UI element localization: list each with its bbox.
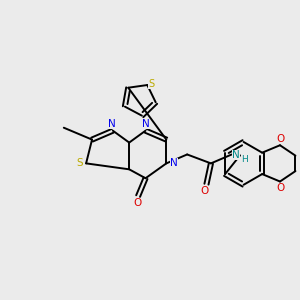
Text: S: S (148, 79, 154, 88)
Text: S: S (76, 158, 83, 168)
Text: N: N (108, 119, 116, 129)
Text: O: O (276, 183, 284, 193)
Text: H: H (241, 155, 248, 164)
Text: N: N (232, 150, 240, 160)
Text: O: O (276, 134, 284, 144)
Text: O: O (133, 198, 141, 208)
Text: O: O (200, 186, 208, 196)
Text: N: N (142, 119, 150, 129)
Text: N: N (170, 158, 178, 168)
